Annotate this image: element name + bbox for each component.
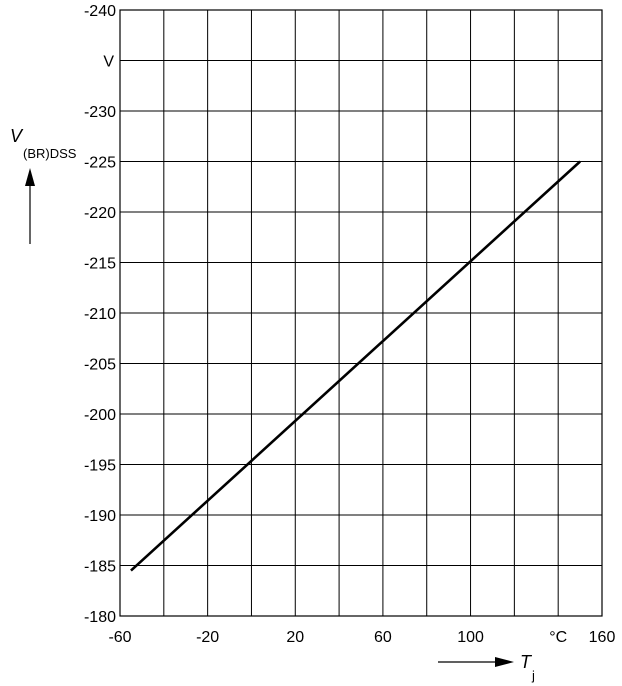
y-axis-title-subscript: (BR)DSS: [23, 146, 77, 161]
x-tick-label: -60: [108, 629, 131, 646]
series-line: [130, 160, 581, 572]
y-tick-label: -230: [84, 104, 116, 121]
x-tick-label: 100: [457, 629, 484, 646]
y-tick-label: -220: [84, 205, 116, 222]
plot-frame: [119, 9, 603, 617]
x-tick-label: -20: [196, 629, 219, 646]
x-tick-label: 20: [286, 629, 304, 646]
y-tick-label: -240: [84, 3, 116, 20]
x-axis-title: T j: [520, 652, 535, 683]
y-tick-label: -200: [84, 407, 116, 424]
x-axis-title-subscript: j: [531, 668, 535, 683]
y-tick-label: -190: [84, 508, 116, 525]
y-axis-title: V (BR)DSS: [10, 126, 77, 161]
y-tick-label: -185: [84, 559, 116, 576]
x-axis-tick-labels: -60 -20 20 60 100 160: [108, 629, 615, 646]
x-tick-label: 160: [589, 629, 616, 646]
y-tick-label: -225: [84, 155, 116, 172]
grid: [120, 10, 602, 616]
series-layer: [130, 160, 581, 572]
y-tick-label: -205: [84, 357, 116, 374]
y-axis-tick-labels: -240 -230 -225 -220 -215 -210 -205 -200 -195 -190…: [84, 3, 116, 626]
y-tick-label: -210: [84, 306, 116, 323]
y-tick-label: -195: [84, 458, 116, 475]
x-axis-arrow-icon: [438, 657, 514, 667]
y-tick-label: -180: [84, 609, 116, 626]
x-tick-label: 60: [374, 629, 392, 646]
y-unit-label: V: [103, 54, 114, 71]
y-axis-arrow-icon: [25, 168, 35, 244]
x-unit-label: °C: [549, 629, 567, 646]
y-axis-title-main: V: [10, 126, 24, 146]
y-tick-label: -215: [84, 256, 116, 273]
x-axis-title-main: T: [520, 652, 533, 672]
